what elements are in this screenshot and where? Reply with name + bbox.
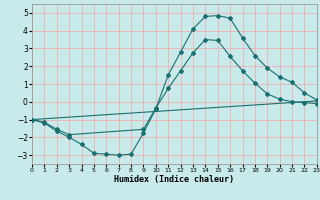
X-axis label: Humidex (Indice chaleur): Humidex (Indice chaleur): [115, 175, 234, 184]
